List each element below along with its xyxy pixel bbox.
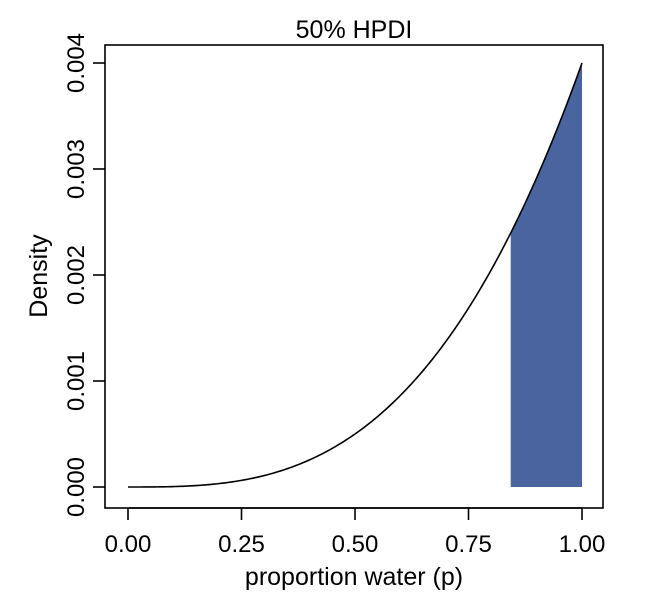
x-tick-label: 1.00 — [559, 531, 606, 558]
x-tick-label: 0.00 — [105, 531, 152, 558]
x-tick-label: 0.50 — [332, 531, 379, 558]
axes-group: 0.00 0.25 0.50 0.75 1.00 0.000 0.001 0.002 0.003… — [63, 33, 605, 558]
chart-title: 50% HPDI — [296, 16, 413, 44]
hpdi-shaded-region — [510, 63, 582, 487]
y-tick-label: 0.000 — [63, 457, 90, 517]
hpdi-shaded-region-group — [510, 63, 582, 487]
density-curve-group — [128, 62, 583, 488]
y-tick-label: 0.002 — [63, 245, 90, 305]
y-tick-label: 0.004 — [63, 33, 90, 93]
y-axis-label: Density — [25, 234, 53, 318]
x-tick-label: 0.75 — [445, 531, 492, 558]
x-tick-label: 0.25 — [218, 531, 265, 558]
y-tick-label: 0.001 — [63, 351, 90, 411]
y-tick-label: 0.003 — [63, 139, 90, 199]
x-axis-label: proportion water (p) — [245, 563, 463, 591]
density-curve — [128, 62, 583, 488]
